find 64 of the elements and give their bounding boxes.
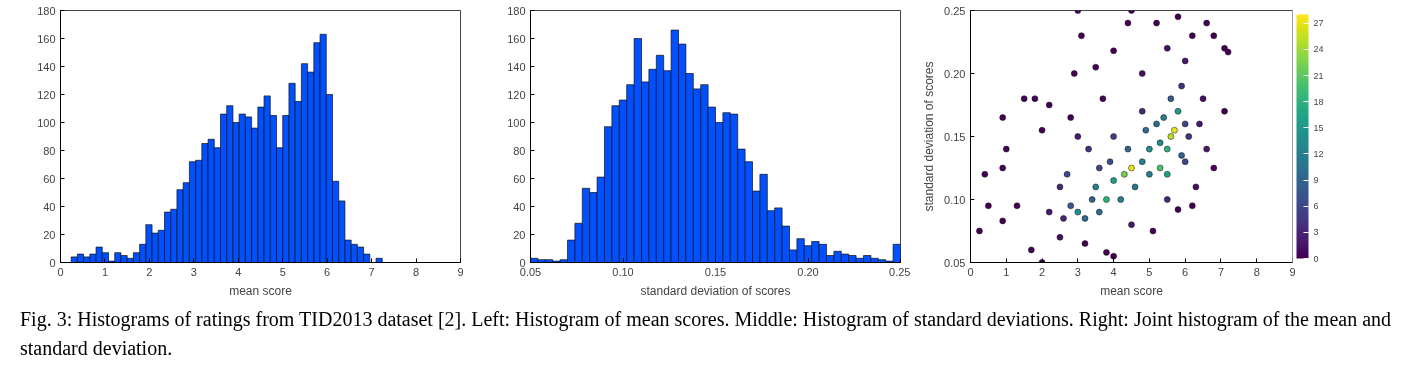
x-tick-label: 0: [57, 265, 64, 278]
color-bar-label: 15: [1313, 122, 1324, 133]
x-tick-label: 0.10: [612, 265, 634, 278]
color-bar-label: 6: [1313, 201, 1319, 212]
y-tick-label: 160: [37, 32, 56, 45]
x-axis-title: mean score: [229, 283, 293, 298]
y-tick-label: 0.10: [944, 193, 966, 206]
y-tick-label: 20: [43, 228, 56, 241]
x-tick-label: 8: [413, 265, 420, 278]
x-tick-label: 4: [235, 265, 242, 278]
x-tick-label: 4: [1110, 265, 1117, 278]
color-bar-label: 9: [1313, 175, 1319, 186]
y-tick-label: 0: [519, 256, 526, 269]
y-tick-label: 120: [37, 88, 56, 101]
color-bar-label: 12: [1313, 148, 1324, 159]
x-tick-label: 9: [1289, 265, 1296, 278]
x-tick-label: 0: [967, 265, 974, 278]
x-tick-label: 5: [1146, 265, 1153, 278]
y-tick-label: 0.05: [944, 256, 966, 269]
x-tick-label: 0.20: [797, 265, 819, 278]
y-tick-label: 160: [507, 32, 526, 45]
caption: Fig. 3: Histograms of ratings from TID2013 dataset [2]. Left: Histogram of mean scores. Middle: Histogram of standard deviations. Right: Joint histogram of the mean and standard deviation.: [20, 307, 1393, 361]
x-tick-label: 5: [279, 265, 286, 278]
y-tick-label: 100: [37, 116, 56, 129]
color-bar-label: 3: [1313, 227, 1319, 238]
x-axis-title: standard deviation of scores: [640, 283, 791, 298]
x-tick-label: 1: [101, 265, 109, 278]
y-tick-label: 100: [507, 116, 526, 129]
x-tick-label: 2: [146, 265, 153, 278]
x-tick-label: 6: [1182, 265, 1189, 278]
x-tick-label: 9: [457, 265, 464, 278]
y-tick-label: 60: [43, 172, 56, 185]
x-tick-label: 3: [1074, 265, 1081, 278]
x-tick-label: 2: [1039, 265, 1046, 278]
color-bar-label: 27: [1313, 18, 1324, 29]
y-tick-label: 140: [507, 60, 526, 73]
y-tick-label: 40: [43, 200, 56, 213]
color-bar-label: 18: [1313, 96, 1324, 107]
y-tick-label: 0: [49, 256, 56, 269]
y-tick-label: 40: [513, 200, 526, 213]
y-tick-label: 0.15: [944, 130, 966, 143]
y-tick-label: 80: [513, 144, 526, 157]
x-tick-label: 3: [190, 265, 197, 278]
y-tick-label: 140: [37, 60, 56, 73]
x-tick-label: 7: [1217, 265, 1225, 278]
y-tick-label: 0.25: [944, 4, 966, 17]
x-tick-label: 8: [1253, 265, 1260, 278]
y-tick-label: 180: [37, 4, 56, 17]
x-tick-label: 0.15: [704, 265, 727, 278]
y-tick-label: 0.20: [944, 67, 966, 80]
y-tick-label: 20: [513, 228, 526, 241]
x-tick-label: 6: [324, 265, 331, 278]
color-bar-label: 21: [1313, 70, 1324, 81]
color-bar-label: 0: [1313, 253, 1319, 264]
x-tick-label: 7: [368, 265, 375, 278]
x-axis-title: mean score: [1100, 283, 1164, 298]
y-axis-title: standard deviation of scores: [922, 61, 937, 212]
y-tick-label: 80: [43, 144, 56, 157]
y-tick-label: 120: [507, 88, 526, 101]
color-bar-label: 24: [1313, 44, 1324, 55]
y-tick-label: 180: [507, 4, 526, 17]
x-tick-label: 0.25: [889, 265, 911, 278]
x-tick-label: 1: [1003, 265, 1010, 278]
y-tick-label: 60: [513, 172, 526, 185]
